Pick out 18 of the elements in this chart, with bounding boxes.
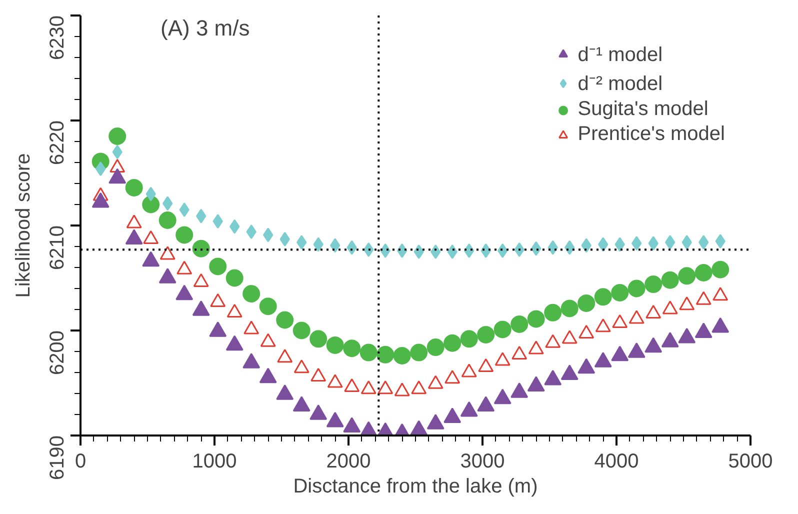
x-tick-label: 0 (74, 450, 86, 472)
y-tick-label: 6230 (46, 15, 68, 60)
y-tick-label: 6210 (46, 225, 68, 270)
legend-label: Prentice's model (578, 123, 725, 146)
x-tick-label: 5000 (728, 450, 773, 472)
annotation: (A) 3 m/s (160, 16, 250, 40)
x-tick-label: 1000 (192, 450, 237, 472)
y-axis-title: Likelihood score (12, 153, 34, 298)
y-tick-label: 6200 (46, 330, 68, 375)
legend-label: d⁻² model (578, 72, 663, 96)
y-tick-label: 6220 (46, 120, 68, 165)
x-tick-label: 2000 (326, 450, 371, 472)
x-tick-label: 4000 (594, 450, 639, 472)
legend-label: d⁻¹ model (578, 43, 663, 67)
y-tick-label: 6190 (46, 435, 68, 480)
x-tick-label: 3000 (460, 450, 505, 472)
legend-label: Sugita's model (578, 98, 708, 121)
x-axis-title: Disctance from the lake (m) (293, 476, 538, 498)
